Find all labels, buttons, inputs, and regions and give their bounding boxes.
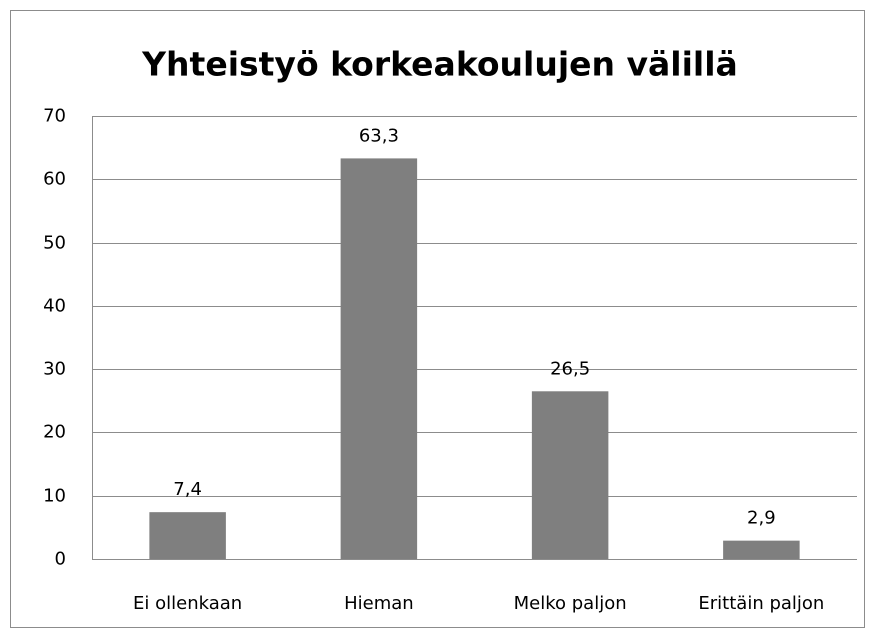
- chart-title: Yhteistyö korkeakoulujen välillä: [141, 45, 738, 84]
- data-label: 26,5: [550, 358, 590, 379]
- data-label: 7,4: [173, 479, 202, 500]
- y-tick-label: 30: [43, 359, 66, 380]
- x-tick-label: Erittäin paljon: [698, 593, 824, 614]
- bar: [340, 158, 418, 559]
- chart-frame: [10, 10, 865, 628]
- y-tick-label: 10: [43, 486, 66, 507]
- y-tick-label: 20: [43, 422, 66, 443]
- x-tick-label: Melko paljon: [514, 593, 627, 614]
- y-tick-label: 0: [55, 549, 66, 570]
- x-tick-label: Hieman: [344, 593, 414, 614]
- y-tick-label: 70: [43, 106, 66, 127]
- y-tick-label: 60: [43, 169, 66, 190]
- data-label: 2,9: [747, 508, 776, 529]
- y-tick-label: 40: [43, 296, 66, 317]
- bar: [149, 512, 226, 559]
- data-label: 63,3: [359, 125, 399, 146]
- y-tick-label: 50: [43, 233, 66, 254]
- bar: [723, 540, 800, 559]
- bar: [531, 391, 609, 559]
- x-tick-label: Ei ollenkaan: [133, 593, 242, 614]
